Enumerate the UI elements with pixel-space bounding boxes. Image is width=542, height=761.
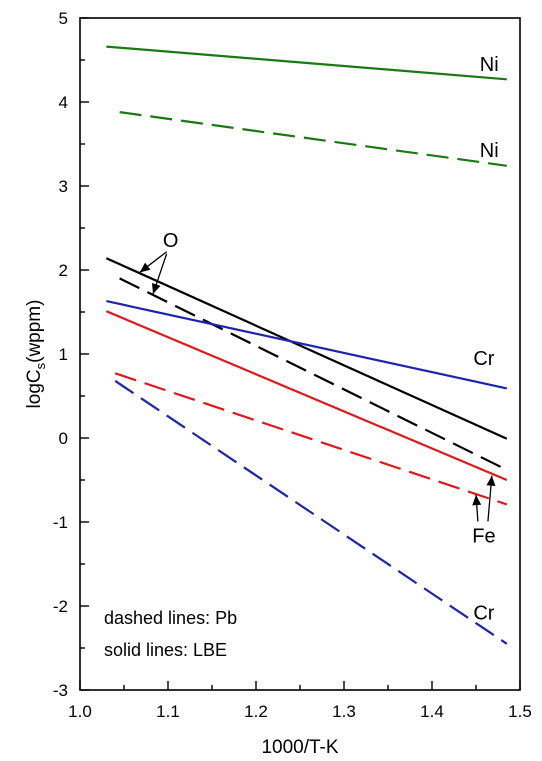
series-label-fe: Fe: [472, 525, 495, 547]
series-line-o-pb: [119, 277, 508, 471]
series-layer: [105, 45, 508, 645]
x-tick-label: 1.4: [420, 702, 444, 721]
x-tick-label: 1.3: [332, 702, 356, 721]
y-tick-label: 3: [59, 177, 68, 196]
series-line-cr-pb: [114, 379, 508, 645]
y-tick-label: 0: [59, 429, 68, 448]
y-tick-label: 1: [59, 345, 68, 364]
y-axis-title: logCs(wppm): [24, 300, 48, 409]
y-axis-title-unit: (wppm): [24, 300, 45, 363]
series-line-fe-lbe: [105, 310, 508, 482]
x-tick-label: 1.0: [68, 702, 92, 721]
y-axis-title-subscript: s: [33, 362, 48, 369]
series-labels: Ni Ni O Cr Fe Cr: [163, 54, 499, 625]
series-label-o: O: [163, 230, 179, 252]
series-label-ni: Ni: [480, 54, 499, 76]
series-line-o-lbe: [105, 257, 508, 440]
x-tick-label: 1.1: [156, 702, 180, 721]
series-label-cr: Cr: [473, 603, 494, 625]
series-line-fe-pb: [114, 372, 508, 506]
y-tick-label: -1: [53, 513, 68, 532]
y-tick-label: -2: [53, 597, 68, 616]
annotation-arrowhead: [486, 475, 496, 487]
x-tick-label: 1.5: [508, 702, 532, 721]
y-axis-title-main: logC: [24, 369, 45, 408]
series-line-ni-lbe: [106, 45, 507, 81]
series-line-ni-pb: [119, 111, 507, 167]
axis-ticks: 1.0 1.1 1.2 1.3 1.4 1.5 -3 -2 -1 0 1 2 3 4 5: [53, 9, 532, 721]
x-axis-title: 1000/T-K: [261, 737, 338, 758]
annotation-arrowhead: [139, 262, 151, 273]
y-tick-label: -3: [53, 681, 68, 700]
annotation-arrows: [139, 251, 496, 522]
plot-frame: [79, 17, 521, 691]
annotation-arrowhead: [472, 495, 482, 506]
y-tick-label: 5: [59, 9, 68, 28]
x-tick-label: 1.2: [244, 702, 268, 721]
y-tick-label: 2: [59, 261, 68, 280]
legend-note-solid: solid lines: LBE: [104, 640, 227, 660]
series-line-cr-lbe: [106, 300, 508, 390]
series-label-ni: Ni: [480, 140, 499, 162]
y-tick-label: 4: [59, 93, 68, 112]
legend-note-dashed: dashed lines: Pb: [104, 608, 237, 628]
annotation-arrowhead: [151, 283, 161, 294]
series-label-cr: Cr: [473, 348, 494, 370]
